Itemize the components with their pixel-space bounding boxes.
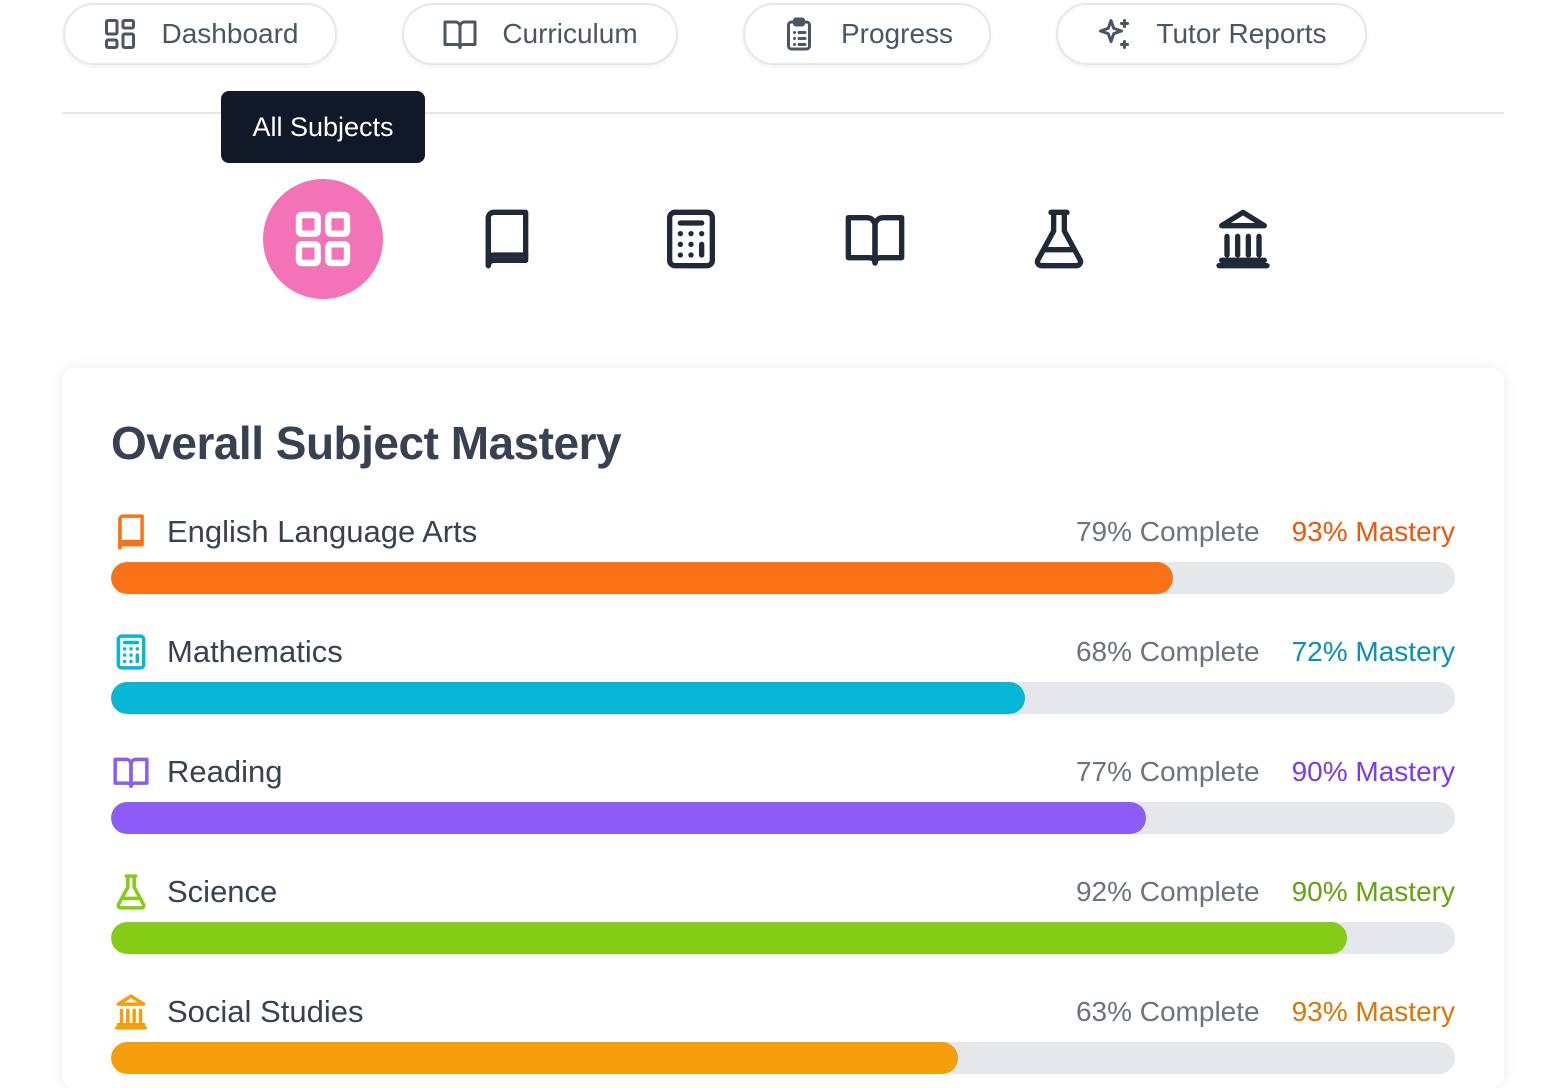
subject-row-math: Mathematics 68% Complete 72% Mastery [111, 630, 1455, 720]
tooltip-all-subjects: All Subjects [221, 91, 425, 163]
flask-icon [1034, 209, 1084, 269]
dashboard-grid-icon [104, 19, 135, 49]
tab-curriculum[interactable]: Curriculum [402, 3, 678, 65]
complete-value: 79% Complete [1075, 516, 1260, 547]
mastery-title: Overall Subject Mastery [111, 417, 622, 469]
tab-dashboard-label: Dashboard [161, 18, 299, 49]
book-icon [485, 209, 529, 269]
subject-filter-math[interactable] [631, 179, 751, 299]
subject-row-science: Science 92% Complete 90% Mastery [111, 870, 1455, 960]
complete-value: 92% Complete [1075, 876, 1260, 907]
subject-filter-english[interactable] [447, 179, 567, 299]
progress-track [111, 562, 1455, 594]
landmark-icon [111, 992, 151, 1032]
progress-fill [111, 682, 1025, 714]
calculator-icon [111, 632, 151, 672]
progress-track [111, 802, 1455, 834]
mastery-value: 93% Mastery [1291, 516, 1455, 547]
open-book-icon [443, 20, 477, 49]
subject-filter-science[interactable] [999, 179, 1119, 299]
mastery-value: 72% Mastery [1291, 636, 1455, 667]
complete-value: 77% Complete [1075, 756, 1260, 787]
subject-filter-reading[interactable] [815, 179, 935, 299]
subject-label: Reading [167, 754, 283, 789]
progress-fill [111, 562, 1173, 594]
open-book-icon [845, 215, 905, 266]
progress-track [111, 1042, 1455, 1074]
tab-progress[interactable]: Progress [743, 3, 991, 65]
subject-label: Mathematics [167, 634, 343, 669]
progress-track [111, 922, 1455, 954]
landmark-icon [1216, 209, 1270, 269]
tab-tutor-reports[interactable]: Tutor Reports [1056, 3, 1367, 65]
progress-fill [111, 1042, 958, 1074]
grid-icon [295, 211, 351, 267]
sparkles-icon [1099, 19, 1130, 49]
calculator-icon [667, 209, 715, 269]
mastery-value: 90% Mastery [1291, 876, 1455, 907]
book-icon [111, 512, 151, 552]
subject-row-english: English Language Arts 79% Complete 93% M… [111, 510, 1455, 600]
flask-icon [111, 872, 151, 912]
tab-dashboard[interactable]: Dashboard [63, 3, 337, 65]
top-navigation: Dashboard Curriculum Progress Tutor Repo… [0, 0, 1562, 70]
tooltip-label: All Subjects [252, 111, 394, 142]
subject-row-reading: Reading 77% Complete 90% Mastery [111, 750, 1455, 840]
open-book-icon [111, 752, 151, 792]
tab-curriculum-label: Curriculum [502, 18, 638, 49]
tab-progress-label: Progress [840, 18, 954, 49]
subject-filter-all[interactable] [263, 179, 383, 299]
subject-row-social-studies: Social Studies 63% Complete 93% Mastery [111, 990, 1455, 1080]
subject-filter-social-studies[interactable] [1183, 179, 1303, 299]
subject-label: Science [167, 874, 278, 909]
progress-fill [111, 802, 1146, 834]
progress-track [111, 682, 1455, 714]
nav-divider [62, 112, 1504, 114]
mastery-card [62, 368, 1504, 1088]
complete-value: 63% Complete [1075, 996, 1260, 1027]
subject-label: Social Studies [167, 994, 364, 1029]
mastery-value: 90% Mastery [1291, 756, 1455, 787]
mastery-value: 93% Mastery [1291, 996, 1455, 1027]
complete-value: 68% Complete [1075, 636, 1260, 667]
clipboard-list-icon [786, 17, 811, 51]
tab-tutor-reports-label: Tutor Reports [1156, 18, 1327, 49]
progress-fill [111, 922, 1348, 954]
subject-label: English Language Arts [167, 514, 478, 549]
